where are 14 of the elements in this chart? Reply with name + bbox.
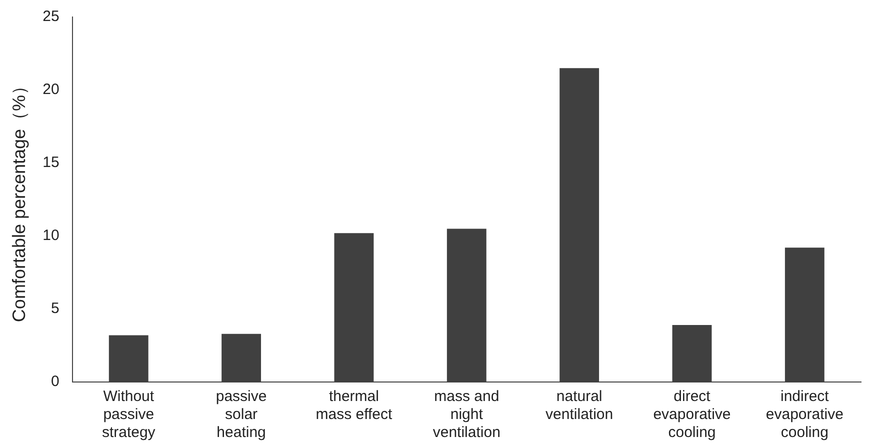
y-tick-label: 10 [42, 227, 60, 244]
x-tick-label: Without passive strategy [102, 388, 156, 442]
x-tick-label: natural ventilation [546, 388, 614, 424]
x-tick-label: mass and night ventilation [432, 388, 500, 442]
x-tick-label: indirect evaporative cooling [766, 388, 844, 442]
x-tick-label: thermal mass effect [316, 388, 394, 424]
y-tick-label: 15 [42, 154, 60, 172]
y-tick-label: 25 [42, 8, 60, 26]
y-tick-label: 5 [50, 300, 60, 318]
x-tick-label: direct evaporative cooling [653, 388, 731, 442]
x-tick-label: passive solar heating [216, 388, 267, 442]
y-axis-title: Comfortable percentage（%） [8, 76, 29, 322]
y-tick-label: 0 [50, 373, 60, 390]
y-tick-label: 20 [42, 81, 60, 98]
